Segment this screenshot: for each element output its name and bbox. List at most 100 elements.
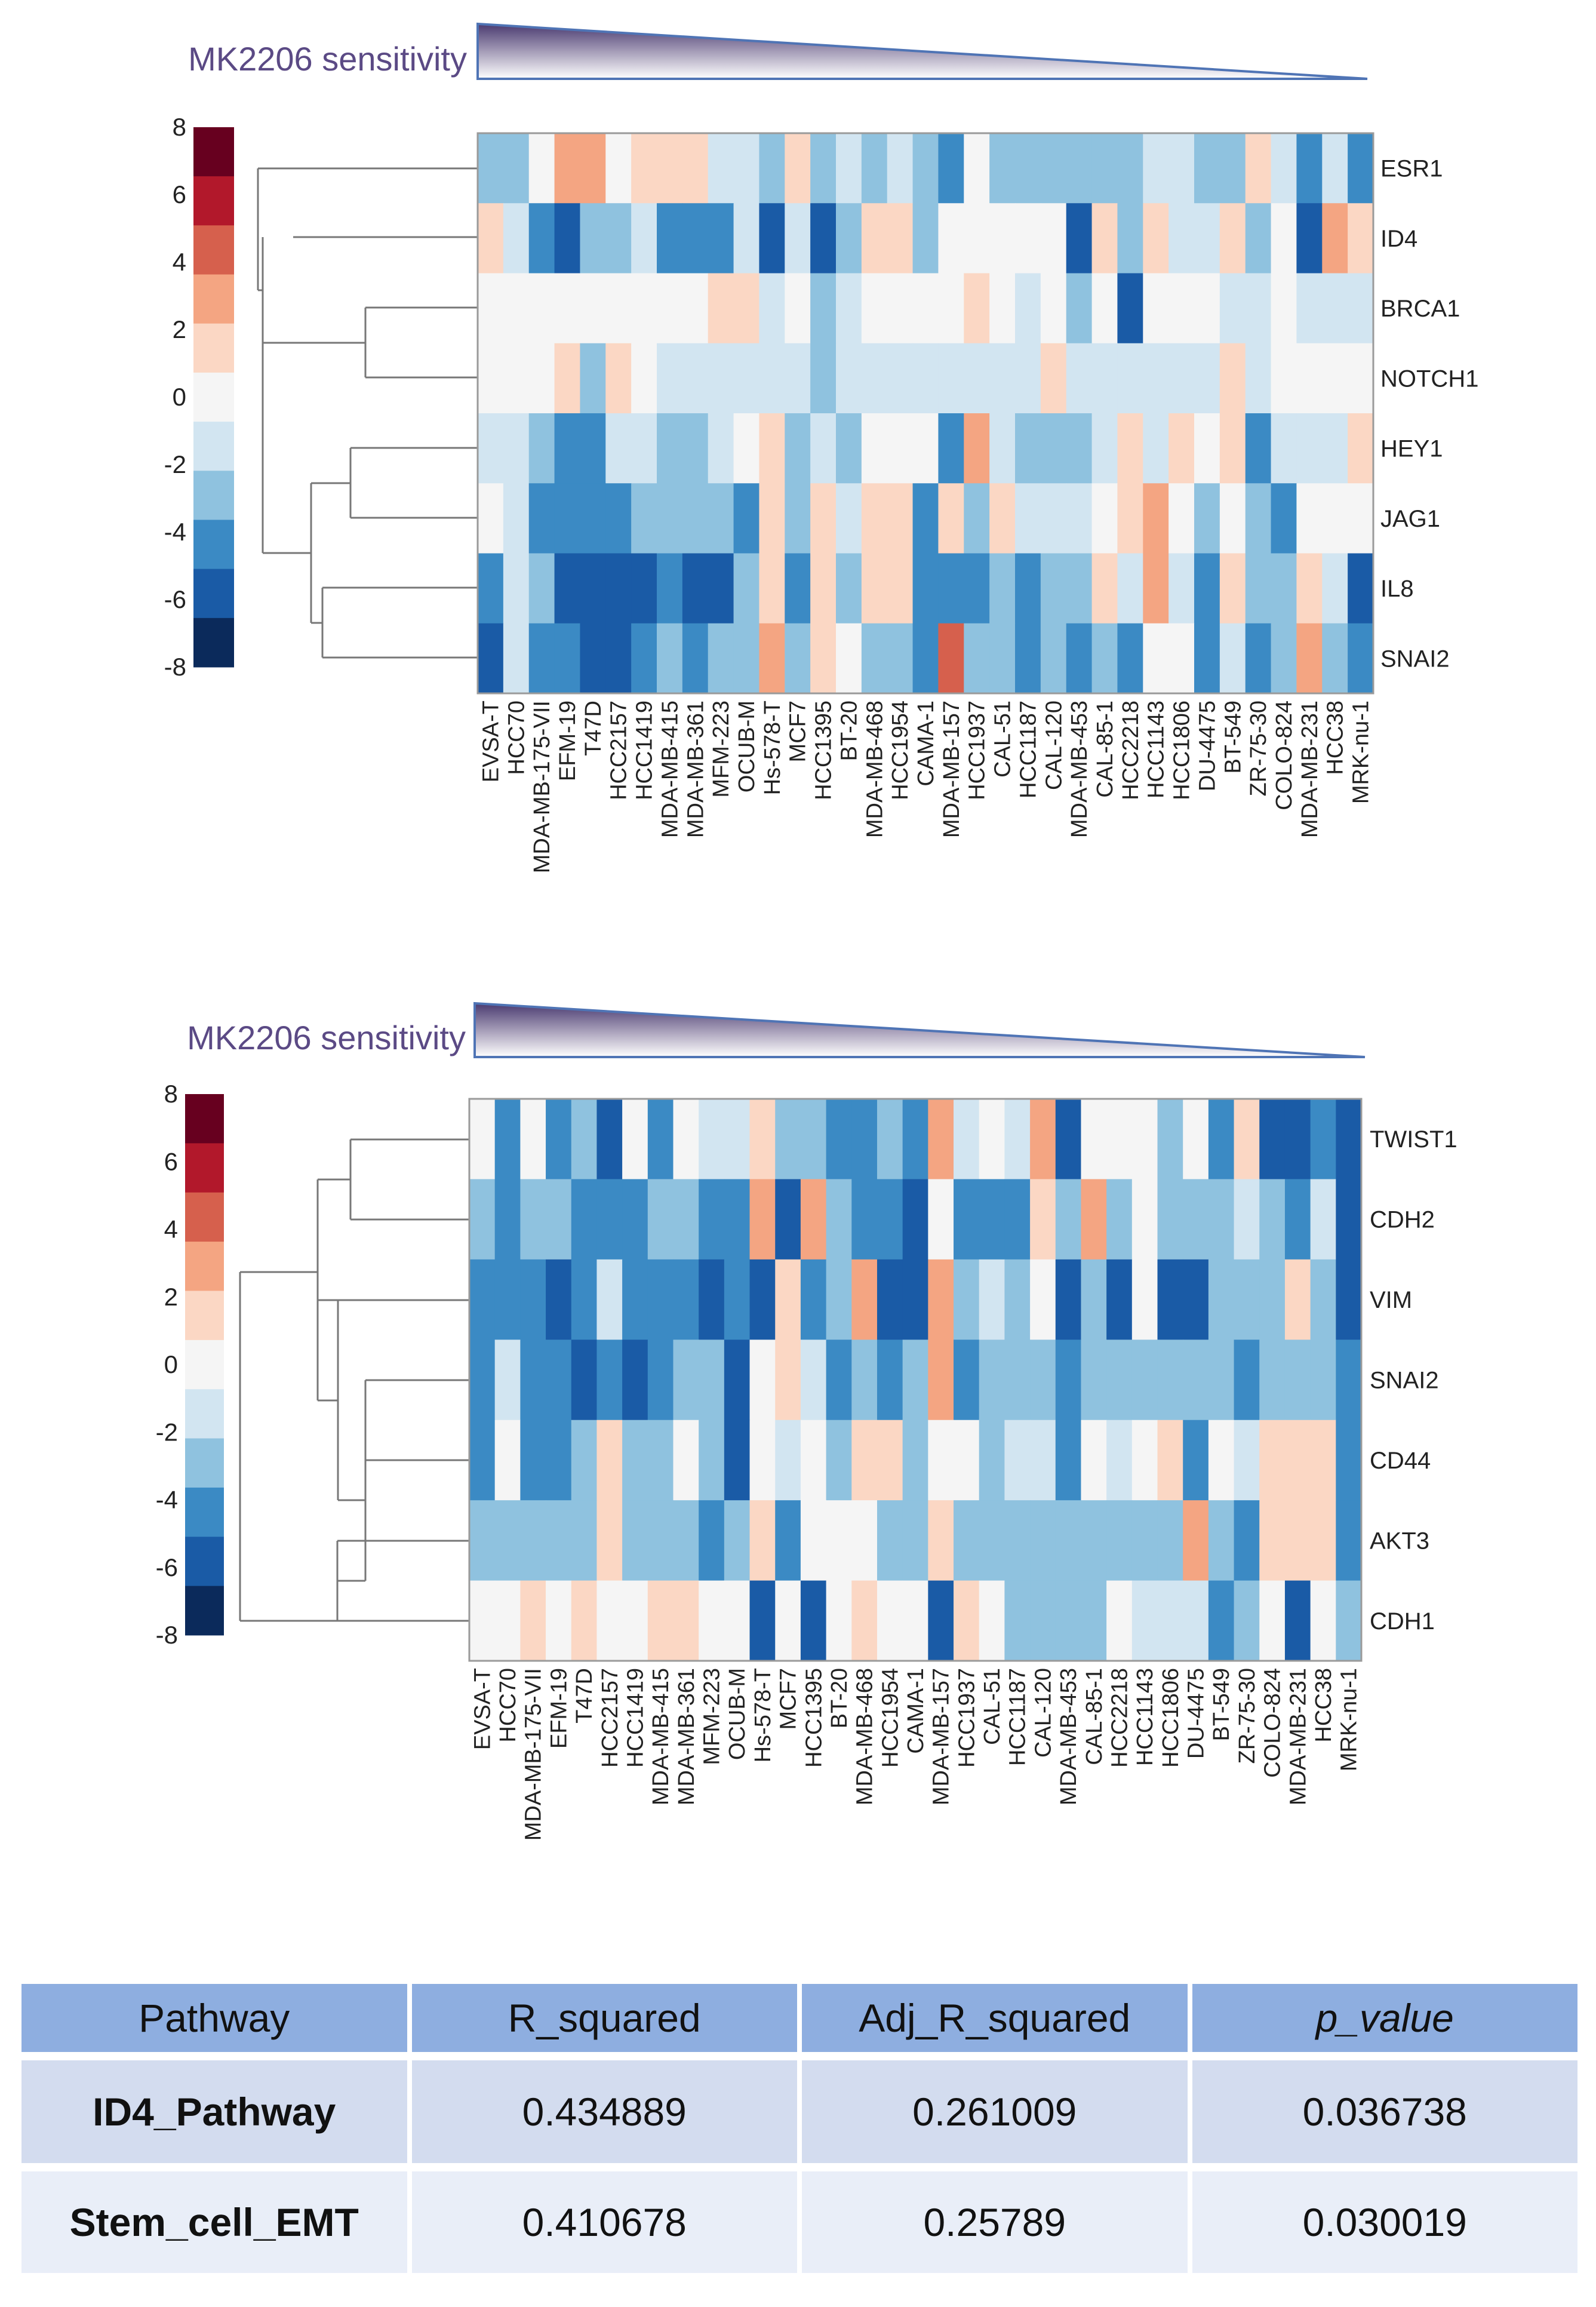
cell-line-label: ZR-75-30 — [1235, 1668, 1260, 1764]
heatmap-cell — [554, 133, 581, 204]
heatmap-cell — [733, 273, 760, 344]
heatmap-cell — [605, 483, 632, 554]
heatmap-cell — [979, 1259, 1005, 1340]
colorbar-tick-label: -4 — [164, 518, 186, 546]
heatmap-cell — [631, 203, 657, 274]
sensitivity-wedge — [473, 1002, 1366, 1058]
heatmap-cell — [1284, 1099, 1311, 1180]
heatmap-cell — [1055, 1259, 1082, 1340]
heatmap-cell — [1081, 1340, 1107, 1421]
heatmap-cell — [1322, 273, 1348, 344]
heatmap-cell — [673, 1500, 699, 1581]
heatmap-cell — [1055, 1580, 1082, 1661]
colorbar-segment — [193, 176, 234, 226]
heatmap-cell — [469, 1580, 496, 1661]
heatmap-cell — [1336, 1099, 1362, 1180]
heatmap-cell — [1106, 1580, 1133, 1661]
heatmap-cell — [1348, 133, 1374, 204]
heatmap-cell — [1131, 1420, 1158, 1501]
heatmap-cell — [775, 1580, 801, 1661]
heatmap-cell — [708, 203, 734, 274]
heatmap-cell — [605, 343, 632, 414]
heatmap-cell — [682, 273, 709, 344]
gene-row-label: AKT3 — [1370, 1528, 1429, 1554]
heatmap-cell — [861, 623, 888, 694]
heatmap-cell — [546, 1340, 572, 1421]
heatmap-cell — [699, 1500, 725, 1581]
heatmap-cell — [733, 343, 760, 414]
cell-line-label: EFM-19 — [555, 701, 580, 781]
cell-line-label: MDA-MB-157 — [929, 1668, 954, 1805]
cell-line-label: CAL-51 — [991, 701, 1016, 778]
cell-line-label: HCC1937 — [965, 701, 990, 800]
heatmap-cell — [759, 133, 785, 204]
heatmap-cell — [851, 1099, 878, 1180]
heatmap-cell — [622, 1420, 648, 1501]
heatmap-cell — [657, 623, 683, 694]
heatmap-cell — [682, 623, 709, 694]
heatmap-cell — [800, 1500, 827, 1581]
heatmap-cell — [1015, 623, 1041, 694]
heatmap-cell — [724, 1580, 751, 1661]
heatmap-cell — [1183, 1099, 1209, 1180]
heatmap-cell — [478, 343, 504, 414]
heatmap-cell — [1336, 1580, 1362, 1661]
heatmap-cell — [528, 133, 555, 204]
heatmap-cell — [1143, 553, 1169, 624]
heatmap-cell — [989, 273, 1016, 344]
heatmap-cell — [554, 553, 581, 624]
heatmap-cell — [938, 413, 964, 484]
heatmap-cell — [469, 1340, 496, 1421]
heatmap-cell — [810, 483, 837, 554]
heatmap-cell — [580, 343, 606, 414]
heatmap-cell — [1296, 273, 1323, 344]
gene-row-label: VIM — [1370, 1287, 1412, 1313]
cell-line-label: HCC2157 — [598, 1668, 623, 1768]
heatmap-cell — [954, 1340, 980, 1421]
heatmap-cell — [596, 1179, 623, 1260]
cell-line-label: MDA-MB-361 — [683, 701, 708, 838]
heatmap-cell — [1091, 623, 1118, 694]
heatmap-cell — [528, 553, 555, 624]
heatmap-cell — [1336, 1340, 1362, 1421]
gene-row-label: IL8 — [1380, 576, 1414, 602]
colorbar-segment — [185, 1094, 224, 1144]
heatmap-cell — [657, 483, 683, 554]
heatmap-cell — [1091, 413, 1118, 484]
heatmap-cell — [1245, 483, 1272, 554]
heatmap-cell — [749, 1099, 776, 1180]
heatmap-cell — [657, 273, 683, 344]
heatmap-cell — [580, 413, 606, 484]
colorbar-segment — [193, 127, 234, 177]
heatmap-cell — [520, 1420, 546, 1501]
heatmap-cell — [622, 1099, 648, 1180]
heatmap-cell — [699, 1259, 725, 1340]
heatmap-cell — [1040, 623, 1067, 694]
cell-line-label: MDA-MB-468 — [862, 701, 887, 838]
heatmap-cell — [749, 1500, 776, 1581]
heatmap-cell — [989, 203, 1016, 274]
heatmap-cell — [836, 343, 862, 414]
heatmap-cell — [1091, 203, 1118, 274]
heatmap-cell — [733, 483, 760, 554]
heatmap-cell — [938, 483, 964, 554]
colorbar-segment — [193, 372, 234, 422]
heatmap-cell — [989, 413, 1016, 484]
heatmap-cell — [1066, 273, 1093, 344]
heatmap-cell — [1259, 1099, 1286, 1180]
heatmap-cell — [1284, 1259, 1311, 1340]
heatmap-cell — [647, 1099, 674, 1180]
heatmap-cell — [1157, 1179, 1183, 1260]
p-value-cell: 0.036738 — [1192, 2060, 1577, 2171]
heatmap-cell — [954, 1099, 980, 1180]
heatmap-cell — [571, 1500, 598, 1581]
cell-line-label: HCC1395 — [801, 1668, 826, 1768]
heatmap-cell — [1106, 1179, 1133, 1260]
heatmap-cell — [964, 343, 990, 414]
heatmap-cell — [902, 1340, 928, 1421]
gene-row-label: ESR1 — [1380, 156, 1443, 182]
heatmap-cell — [785, 133, 811, 204]
heatmap-cell — [887, 203, 914, 274]
heatmap-cell — [954, 1179, 980, 1260]
heatmap-cell — [1194, 273, 1220, 344]
